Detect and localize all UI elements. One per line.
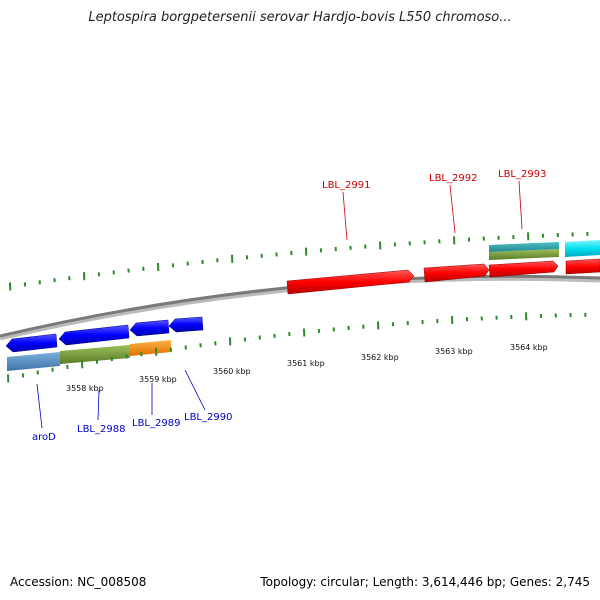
- gene-arrow-lbl-2988[interactable]: [58, 324, 130, 346]
- leader-line-arod: [36, 383, 43, 429]
- gene-arrow-lbl-2990[interactable]: [168, 316, 204, 333]
- scale-label: 3558 kbp: [66, 384, 104, 393]
- gene-arrow-lbl-2993[interactable]: [488, 260, 559, 278]
- feature-bar-lbl-2993-teal[interactable]: [489, 242, 559, 252]
- inner-scale-ticks: [7, 312, 587, 383]
- gene-label-lbl-2993[interactable]: LBL_2993: [498, 169, 546, 180]
- gene-label-arod[interactable]: aroD: [32, 432, 56, 443]
- scale-label: 3564 kbp: [510, 343, 548, 352]
- gene-label-lbl-2989[interactable]: LBL_2989: [132, 418, 180, 429]
- gene-label-lbl-2990[interactable]: LBL_2990: [184, 412, 232, 423]
- leader-line-lbl-2991: [342, 191, 348, 241]
- scale-label: 3562 kbp: [361, 353, 399, 362]
- scale-label: 3561 kbp: [287, 359, 325, 368]
- feature-bar-arod[interactable]: [7, 352, 60, 371]
- topology-summary: Topology: circular; Length: 3,614,446 bp…: [260, 575, 590, 589]
- gene-label-lbl-2992[interactable]: LBL_2992: [429, 173, 477, 184]
- gene-arrow-next-red[interactable]: [565, 258, 600, 275]
- accession-text: Accession: NC_008508: [10, 575, 147, 589]
- feature-bar-next-cyan[interactable]: [565, 240, 600, 257]
- gene-label-lbl-2991[interactable]: LBL_2991: [322, 180, 370, 191]
- gene-arrow-lbl-2992[interactable]: [423, 263, 490, 283]
- outer-scale-ticks: [9, 231, 589, 291]
- scale-label: 3559 kbp: [139, 375, 177, 384]
- scale-label: 3563 kbp: [435, 347, 473, 356]
- leader-line-lbl-2988: [97, 389, 100, 421]
- gene-arrow-arod[interactable]: [5, 333, 58, 353]
- gene-arrow-lbl-2989[interactable]: [129, 319, 170, 337]
- feature-bar-lbl-2993-olive[interactable]: [489, 249, 559, 260]
- leader-line-lbl-2992: [449, 184, 456, 234]
- scale-label: 3560 kbp: [213, 367, 251, 376]
- leader-line-lbl-2990: [184, 369, 206, 411]
- feature-bar-lbl-2989[interactable]: [130, 340, 171, 356]
- leader-line-lbl-2993: [518, 180, 523, 230]
- map-title: Leptospira borgpetersenii serovar Hardjo…: [88, 10, 512, 25]
- feature-bar-lbl-2988[interactable]: [60, 345, 130, 364]
- gene-label-lbl-2988[interactable]: LBL_2988: [77, 424, 125, 435]
- gene-arrow-lbl-2991[interactable]: [286, 269, 415, 295]
